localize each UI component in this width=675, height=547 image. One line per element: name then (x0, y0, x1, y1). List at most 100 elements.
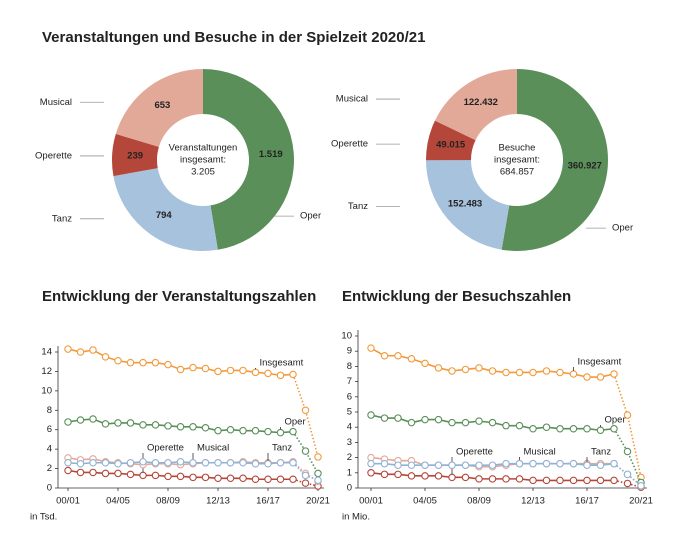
series-label: Tanz (272, 443, 292, 454)
unit-note: in Tsd. (30, 512, 57, 523)
data-point (380, 470, 389, 479)
data-point (201, 473, 210, 482)
data-point (226, 425, 235, 434)
data-point (126, 358, 135, 367)
data-point (475, 461, 483, 469)
data-point (239, 458, 247, 467)
data-point (569, 370, 578, 378)
data-point (475, 364, 483, 372)
series-label: Insgesamt (260, 358, 304, 369)
data-point (101, 420, 110, 428)
data-point (214, 474, 222, 483)
data-point (201, 458, 210, 467)
data-point (114, 419, 122, 427)
data-point (461, 365, 470, 374)
page-title: Veranstaltungen und Besuche in der Spiel… (42, 29, 425, 46)
series-line-dotted (613, 479, 642, 489)
data-point (434, 472, 443, 480)
data-point (226, 474, 235, 483)
data-point (89, 346, 97, 354)
series-label: Musical (197, 443, 229, 454)
data-point (623, 447, 632, 456)
value-label: 653 (154, 100, 170, 111)
data-point (407, 472, 416, 480)
unit-note: in Mio. (342, 512, 370, 523)
value-label: 122.432 (464, 97, 498, 108)
data-point (502, 421, 510, 430)
data-point (394, 461, 402, 469)
data-point (114, 459, 122, 468)
data-point (64, 466, 72, 475)
value-label: 49.015 (436, 139, 466, 150)
y-tick-label: 9 (347, 346, 352, 357)
data-point (164, 458, 172, 467)
data-point (394, 352, 402, 360)
data-point (434, 415, 443, 424)
data-point (276, 458, 285, 467)
value-label: 794 (156, 210, 173, 221)
data-point (264, 459, 272, 468)
data-point (488, 461, 497, 469)
data-point (164, 360, 172, 369)
category-label: Musical (40, 97, 72, 108)
y-tick-label: 3 (347, 437, 352, 448)
data-point (610, 476, 618, 485)
data-point (569, 459, 578, 468)
x-tick-label: 08/09 (467, 496, 491, 507)
y-tick-label: 0 (347, 483, 352, 494)
value-label: 239 (127, 151, 143, 162)
donut-slice (112, 133, 159, 177)
data-point (502, 475, 510, 483)
series-label: Oper (605, 415, 626, 426)
data-point (176, 365, 185, 374)
data-point (139, 421, 147, 429)
y-tick-label: 4 (47, 444, 52, 455)
y-tick-label: 6 (47, 424, 52, 435)
data-point (289, 475, 297, 484)
value-label: 1.519 (259, 149, 283, 160)
data-point (101, 458, 110, 467)
data-point (176, 423, 185, 431)
data-point (289, 370, 297, 379)
y-tick-label: 6 (347, 391, 352, 402)
data-point (126, 470, 135, 479)
data-point (542, 459, 551, 468)
y-tick-label: 5 (347, 407, 352, 418)
data-point (421, 359, 429, 368)
x-tick-label: 08/09 (156, 496, 180, 507)
data-point (583, 424, 591, 433)
y-tick-label: 14 (41, 347, 52, 358)
data-point (139, 458, 147, 466)
data-point (556, 424, 564, 433)
data-point (251, 426, 260, 435)
y-tick-label: 2 (47, 463, 52, 474)
x-tick-label: 12/13 (521, 496, 545, 507)
data-point (301, 479, 310, 487)
x-tick-label: 16/17 (575, 496, 599, 507)
data-point (394, 470, 402, 479)
data-point (542, 476, 551, 485)
data-point (126, 458, 135, 467)
data-point (637, 481, 645, 490)
data-point (226, 366, 235, 375)
category-label: Operette (331, 139, 368, 150)
data-point (367, 453, 375, 462)
data-point (502, 368, 510, 377)
data-point (101, 469, 110, 478)
data-point (176, 472, 185, 481)
data-point (515, 368, 524, 377)
data-point (380, 459, 389, 468)
data-point (380, 352, 389, 360)
y-tick-label: 1 (347, 467, 352, 478)
series-label: Oper (285, 417, 306, 428)
data-point (251, 475, 260, 484)
data-point (64, 418, 72, 426)
series-line-dotted (613, 463, 642, 487)
data-point (610, 370, 618, 378)
data-point (189, 423, 197, 431)
series-label: Operette (147, 443, 184, 454)
data-point (515, 475, 524, 483)
data-point (542, 423, 551, 431)
center-text: insgesamt: (494, 155, 540, 166)
data-point (201, 424, 210, 432)
